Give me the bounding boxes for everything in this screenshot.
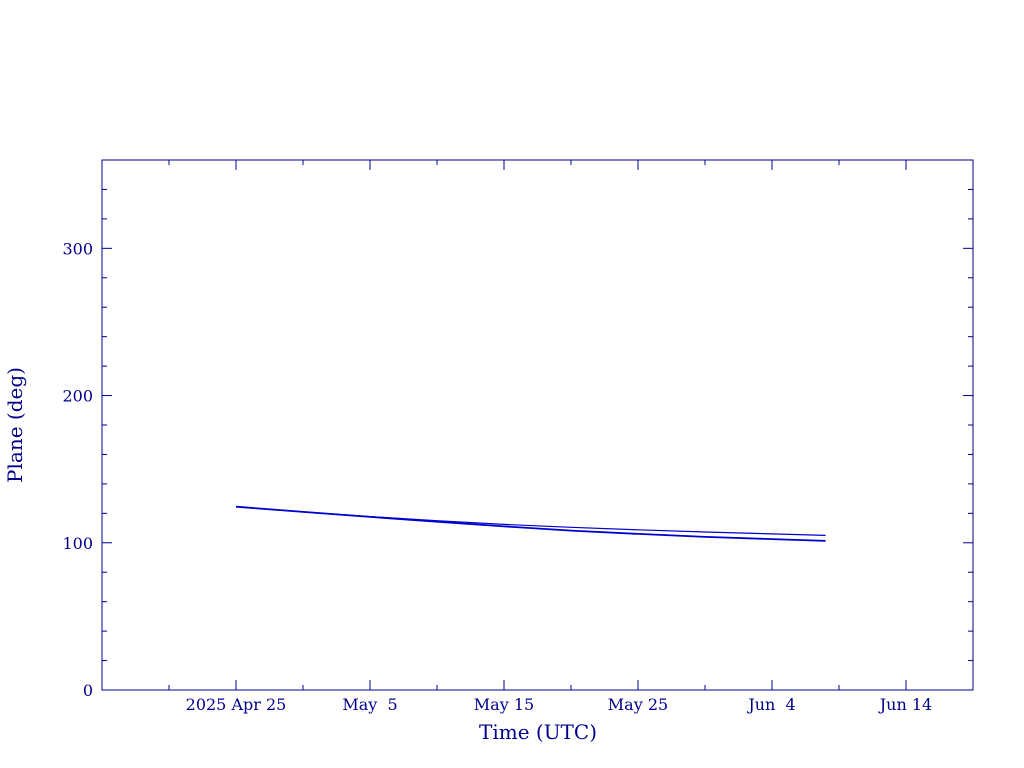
tick-labels: 2025 Apr 25 May 5 May 15 May 25 Jun 4 Jun 14 0… <box>62 239 932 714</box>
x-axis-title: Time (UTC) <box>479 720 597 744</box>
y-tick-label: 200 <box>62 387 93 406</box>
x-tick-label: Jun 14 <box>878 695 932 714</box>
plot-frame <box>101 159 974 691</box>
x-tick-label: May 15 <box>474 695 534 714</box>
x-tick-label: May 5 <box>342 695 397 714</box>
y-tick-label: 0 <box>83 681 93 700</box>
series-line-2 <box>235 505 826 542</box>
y-tick-label: 300 <box>62 239 93 258</box>
series-layer <box>235 505 826 542</box>
x-tick-label: Jun 4 <box>746 695 795 714</box>
y-tick-label: 100 <box>62 534 93 553</box>
x-tick-label: May 25 <box>608 695 668 714</box>
tick-marks <box>102 159 974 691</box>
series-line-1 <box>235 506 826 536</box>
y-axis-title: Plane (deg) <box>3 367 27 483</box>
x-tick-label: 2025 Apr 25 <box>186 695 287 714</box>
